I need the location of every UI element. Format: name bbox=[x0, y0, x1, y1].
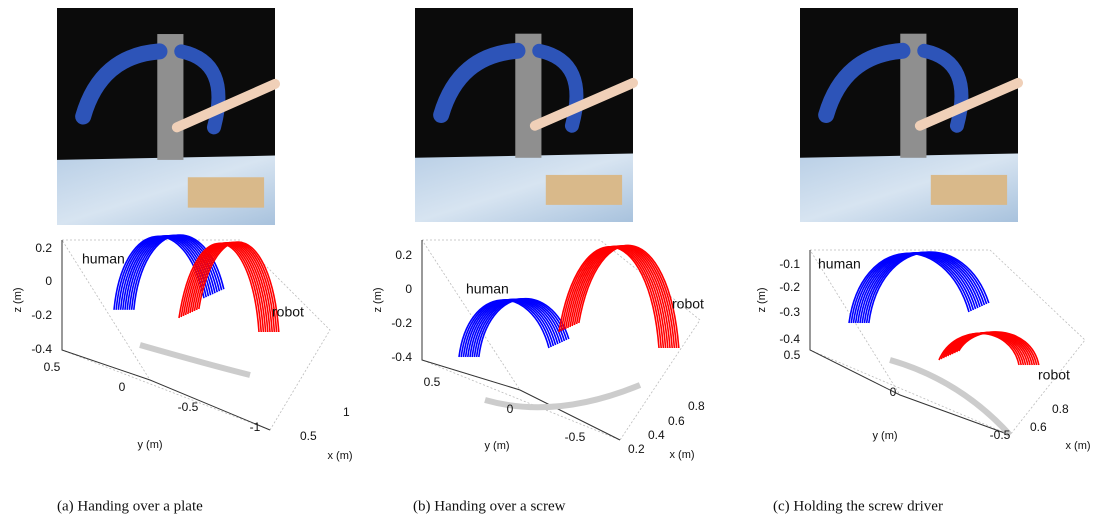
axis-line bbox=[61, 240, 271, 431]
caption: (b) Handing over a screw bbox=[413, 498, 566, 514]
human-trajectory bbox=[133, 234, 225, 310]
y-tick-label: -0.5 bbox=[565, 430, 586, 444]
photo-object bbox=[545, 174, 623, 205]
z-tick-label: -0.4 bbox=[779, 332, 800, 346]
x-axis-label: x (m) bbox=[669, 449, 694, 461]
human-label: human bbox=[818, 256, 861, 272]
photo-robot-arm bbox=[818, 42, 911, 123]
photo bbox=[57, 8, 280, 225]
axis-box bbox=[809, 249, 1086, 436]
photo-object bbox=[187, 177, 265, 208]
robot-trajectory bbox=[198, 241, 280, 333]
x-tick-label: 0.2 bbox=[628, 442, 645, 456]
y-tick-label: 0.5 bbox=[784, 348, 801, 362]
human-trajectory bbox=[868, 251, 990, 324]
z-tick-label: -0.4 bbox=[391, 350, 412, 364]
axis-line bbox=[809, 250, 1011, 436]
projection bbox=[139, 342, 251, 378]
z-tick-label: 0.2 bbox=[35, 241, 52, 255]
y-tick-label: -0.5 bbox=[990, 428, 1011, 442]
axis-line bbox=[421, 240, 621, 441]
robot-trajectory bbox=[578, 244, 680, 349]
y-tick-label: 0 bbox=[119, 380, 126, 394]
human-trajectory bbox=[478, 297, 570, 358]
x-tick-label: 0.5 bbox=[300, 429, 317, 443]
x-axis-label: x (m) bbox=[1065, 440, 1090, 452]
projection bbox=[484, 382, 642, 411]
y-tick-label: 0.5 bbox=[44, 360, 61, 374]
x-tick-label: 0.6 bbox=[1030, 420, 1047, 434]
caption: (c) Holding the screw driver bbox=[773, 498, 943, 514]
z-tick-label: 0.2 bbox=[395, 248, 412, 262]
y-axis-label: y (m) bbox=[872, 430, 897, 442]
photo-object bbox=[930, 174, 1008, 205]
x-tick-label: 0.8 bbox=[1052, 402, 1069, 416]
robot-trajectory bbox=[958, 331, 1040, 366]
robot-label: robot bbox=[672, 296, 704, 312]
x-tick-label: 0.8 bbox=[688, 399, 705, 413]
projection bbox=[889, 357, 1013, 438]
z-tick-label: -0.4 bbox=[31, 342, 52, 356]
z-tick-label: 0 bbox=[405, 282, 412, 296]
z-tick-label: -0.2 bbox=[779, 280, 800, 294]
y-axis-label: y (m) bbox=[484, 440, 509, 452]
y-tick-label: 0.5 bbox=[424, 375, 441, 389]
x-tick-label: 0.6 bbox=[668, 414, 685, 428]
photo bbox=[415, 8, 638, 222]
y-tick-label: 0 bbox=[890, 385, 897, 399]
z-axis-label: z (m) bbox=[12, 287, 24, 312]
photo-robot-arm bbox=[75, 43, 168, 125]
z-tick-label: -0.3 bbox=[779, 305, 800, 319]
z-tick-label: -0.2 bbox=[391, 316, 412, 330]
robot-label: robot bbox=[272, 304, 304, 320]
y-tick-label: -0.5 bbox=[178, 400, 199, 414]
human-label: human bbox=[466, 281, 509, 297]
z-tick-label: 0 bbox=[45, 274, 52, 288]
caption: (a) Handing over a plate bbox=[57, 498, 203, 514]
y-tick-label: -1 bbox=[250, 420, 261, 434]
robot-label: robot bbox=[1038, 367, 1070, 383]
z-axis-label: z (m) bbox=[372, 287, 384, 312]
y-tick-label: 0 bbox=[507, 402, 514, 416]
z-tick-label: -0.2 bbox=[31, 308, 52, 322]
axis-box bbox=[421, 239, 701, 441]
photo-human-arm bbox=[529, 77, 638, 131]
y-axis-label: y (m) bbox=[137, 439, 162, 451]
x-tick-label: 1 bbox=[343, 405, 350, 419]
x-tick-label: 0.4 bbox=[648, 428, 665, 442]
x-axis-label: x (m) bbox=[327, 450, 352, 462]
photo-human-arm bbox=[914, 77, 1023, 131]
z-axis-label: z (m) bbox=[756, 287, 768, 312]
human-label: human bbox=[82, 251, 125, 267]
photo bbox=[800, 8, 1023, 222]
photo-robot-arm bbox=[433, 42, 526, 123]
z-tick-label: -0.1 bbox=[779, 257, 800, 271]
photo-human-arm bbox=[171, 78, 280, 133]
